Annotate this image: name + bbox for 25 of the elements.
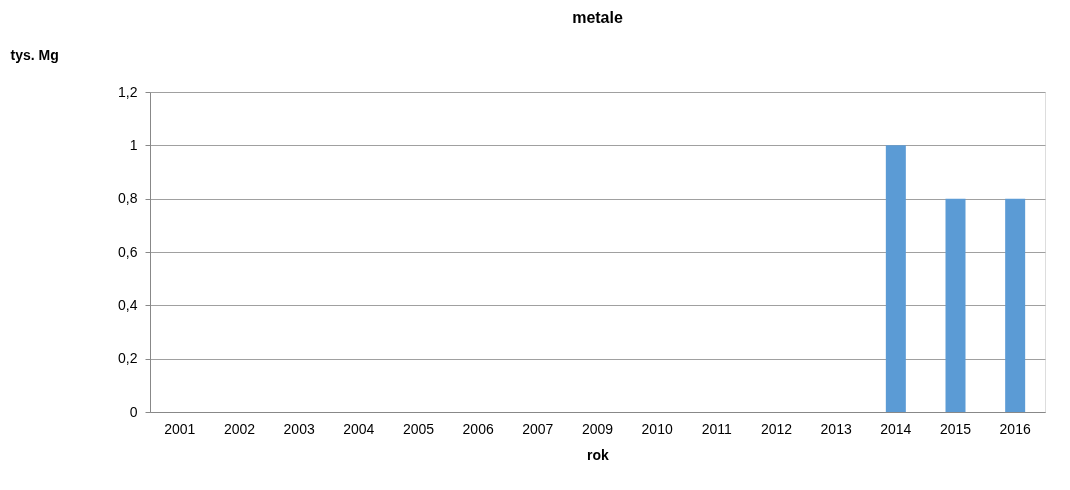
x-tick-label: 2010: [641, 420, 673, 437]
y-tick-label: 0: [129, 403, 138, 420]
x-tick-label: 2013: [820, 420, 852, 437]
x-tick-label: 2001: [164, 420, 196, 437]
y-axis-title: tys. Mg: [10, 46, 59, 63]
x-tick-label: 2011: [701, 420, 733, 437]
x-tick-label: 2009: [581, 420, 614, 437]
x-tick-label: 2003: [283, 420, 315, 437]
x-tick-label: 2007: [522, 420, 554, 437]
y-tick-label: 1: [129, 136, 138, 153]
x-tick-label: 2004: [343, 420, 375, 437]
chart-title: metale: [572, 9, 623, 26]
y-tick-label: 0,6: [118, 243, 138, 260]
x-tick-label: 2012: [760, 420, 793, 437]
x-axis-title: rok: [587, 446, 610, 463]
x-tick-label: 2014: [880, 420, 912, 437]
x-tick-label: 2006: [462, 420, 494, 437]
x-tick-label: 2015: [939, 420, 972, 437]
x-tick-label: 2005: [402, 420, 435, 437]
x-tick-label: 2016: [999, 420, 1031, 437]
y-tick-label: 1,2: [118, 83, 138, 100]
y-tick-label: 0,4: [118, 296, 138, 313]
y-tick-label: 0,8: [118, 190, 138, 207]
x-tick-label: 2002: [223, 420, 256, 437]
y-tick-label: 0,2: [118, 350, 138, 367]
